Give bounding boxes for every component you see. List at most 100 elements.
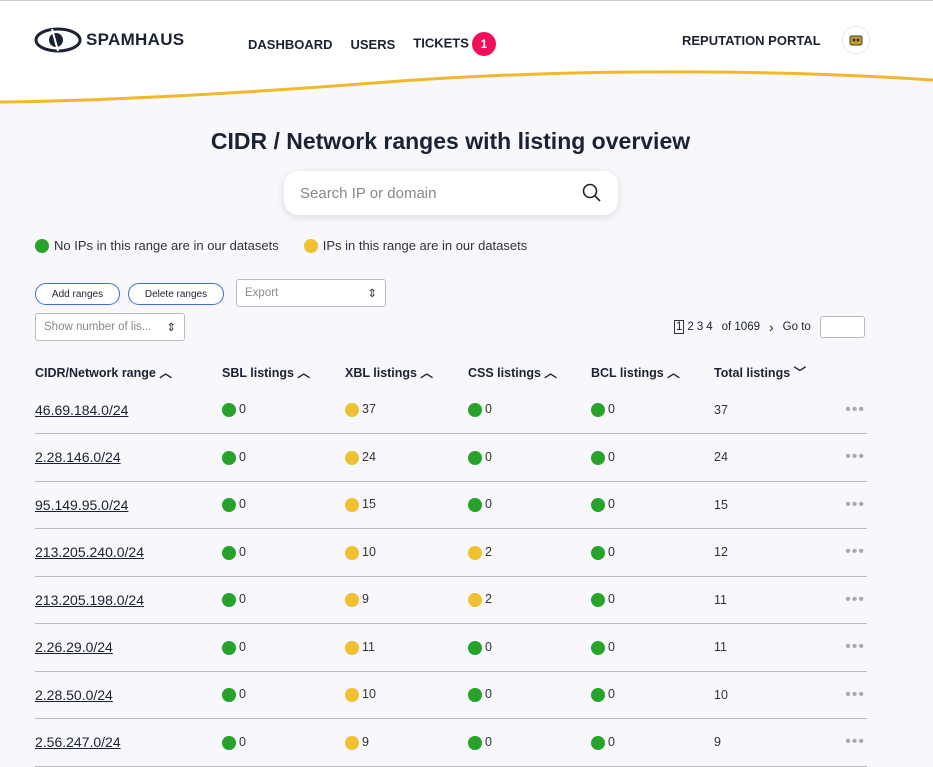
page-3[interactable]: 3 (696, 321, 704, 333)
bcl-value: 0 (608, 497, 615, 512)
yellow-dot-icon (345, 450, 359, 465)
xbl-value: 9 (362, 592, 369, 607)
css-value: 2 (485, 592, 492, 607)
bcl-cell: 0 (591, 718, 714, 767)
total-value: 10 (714, 687, 728, 702)
more-actions-icon[interactable]: ••• (827, 386, 867, 434)
col-range[interactable]: CIDR/Network range ︿ (35, 356, 222, 386)
sbl-value: 0 (239, 592, 246, 607)
col-total[interactable]: Total listings ﹀ (714, 356, 827, 386)
page-count: of 1069 (721, 321, 760, 333)
more-actions-icon[interactable]: ••• (827, 481, 867, 529)
page-2[interactable]: 2 (687, 321, 694, 333)
sbl-value: 0 (239, 449, 246, 464)
bcl-cell: 0 (591, 386, 714, 434)
col-label: SBL listings (222, 365, 295, 380)
show-number-select[interactable]: Show number of lis... ⇕ (35, 313, 185, 341)
table-row: 213.205.198.0/24 0 9 2 0 11 ••• (35, 576, 867, 624)
next-page-icon[interactable]: › (769, 319, 774, 335)
xbl-cell: 11 (345, 623, 468, 672)
more-actions-icon[interactable]: ••• (827, 671, 867, 719)
reputation-portal-link[interactable]: REPUTATION PORTAL (682, 33, 821, 48)
green-dot-icon (591, 450, 605, 465)
range-link[interactable]: 2.56.247.0/24 (35, 734, 121, 751)
nav-dashboard[interactable]: DASHBOARD (248, 36, 333, 52)
green-dot-icon (591, 402, 605, 417)
add-ranges-button[interactable]: Add ranges (35, 283, 120, 305)
nav-tickets[interactable]: TICKETS 1 (413, 32, 496, 56)
green-dot-icon (468, 640, 482, 655)
css-value: 0 (485, 402, 492, 417)
yellow-dot-icon (345, 688, 359, 703)
top-border (0, 0, 933, 1)
xbl-value: 10 (362, 687, 376, 702)
search-input[interactable] (300, 184, 582, 202)
goto-input[interactable] (819, 316, 865, 338)
xbl-value: 15 (362, 497, 376, 512)
search-icon[interactable] (582, 183, 602, 203)
pagination: 1 2 3 4 of 1069 › Go to (674, 316, 865, 338)
range-link[interactable]: 2.26.29.0/24 (35, 639, 113, 656)
search-box (284, 171, 618, 215)
css-value: 0 (485, 497, 492, 512)
more-actions-icon[interactable]: ••• (827, 623, 867, 672)
sbl-cell: 0 (222, 623, 345, 672)
delete-ranges-button[interactable]: Delete ranges (128, 283, 224, 305)
col-xbl[interactable]: XBL listings ︿ (345, 356, 468, 386)
col-sbl[interactable]: SBL listings ︿ (222, 356, 345, 386)
more-actions-icon[interactable]: ••• (827, 528, 867, 577)
more-actions-icon[interactable]: ••• (827, 433, 867, 482)
yellow-dot-icon (303, 238, 318, 253)
col-label: XBL listings (345, 365, 418, 380)
sbl-cell: 0 (222, 433, 345, 482)
green-dot-icon (222, 640, 236, 655)
total-value: 15 (714, 497, 728, 512)
col-actions (827, 356, 867, 386)
col-label: BCL listings (591, 365, 664, 380)
page-1[interactable]: 1 (674, 320, 685, 334)
nav-users[interactable]: USERS (350, 36, 396, 52)
range-link[interactable]: 213.205.240.0/24 (35, 544, 144, 561)
sbl-value: 0 (239, 734, 246, 749)
range-link[interactable]: 95.149.95.0/24 (35, 496, 129, 513)
spamhaus-logo[interactable]: SPAMHAUS (34, 25, 184, 55)
green-dot-icon (468, 498, 482, 513)
range-link[interactable]: 2.28.50.0/24 (35, 686, 113, 703)
total-cell: 24 (714, 433, 827, 482)
sbl-value: 0 (239, 639, 246, 654)
xbl-value: 9 (362, 734, 369, 749)
total-cell: 37 (714, 386, 827, 434)
table-row: 2.26.29.0/24 0 11 0 0 11 ••• (35, 623, 867, 672)
col-label: CIDR/Network range (35, 365, 156, 380)
export-select[interactable]: Export ⇕ (236, 279, 386, 307)
col-css[interactable]: CSS listings ︿ (468, 356, 591, 386)
bcl-value: 0 (608, 402, 615, 417)
bcl-cell: 0 (591, 623, 714, 672)
table-header: CIDR/Network range ︿ SBL listings ︿ XBL … (35, 356, 867, 386)
header: SPAMHAUS DASHBOARD USERS TICKETS 1 REPUTA… (0, 1, 933, 111)
total-cell: 10 (714, 671, 827, 719)
range-link[interactable]: 213.205.198.0/24 (35, 591, 144, 608)
avatar[interactable] (843, 27, 869, 53)
xbl-value: 24 (362, 449, 376, 464)
green-dot-icon (591, 640, 605, 655)
css-cell: 0 (468, 481, 591, 529)
sbl-cell: 0 (222, 718, 345, 767)
bcl-cell: 0 (591, 671, 714, 719)
range-link[interactable]: 2.28.146.0/24 (35, 449, 121, 466)
green-dot-icon (222, 402, 236, 417)
page-4[interactable]: 4 (706, 321, 713, 333)
range-link[interactable]: 46.69.184.0/24 (35, 401, 129, 418)
goto-label: Go to (782, 321, 811, 333)
more-actions-icon[interactable]: ••• (827, 576, 867, 624)
col-bcl[interactable]: BCL listings ︿ (591, 356, 714, 386)
more-actions-icon[interactable]: ••• (827, 718, 867, 767)
sbl-cell: 0 (222, 481, 345, 529)
green-dot-icon (591, 688, 605, 703)
bcl-cell: 0 (591, 528, 714, 577)
green-dot-icon (35, 238, 49, 253)
green-dot-icon (222, 593, 236, 608)
bcl-cell: 0 (591, 576, 714, 624)
table-row: 2.28.50.0/24 0 10 0 0 10 ••• (35, 671, 867, 719)
ranges-table: CIDR/Network range ︿ SBL listings ︿ XBL … (35, 356, 867, 767)
